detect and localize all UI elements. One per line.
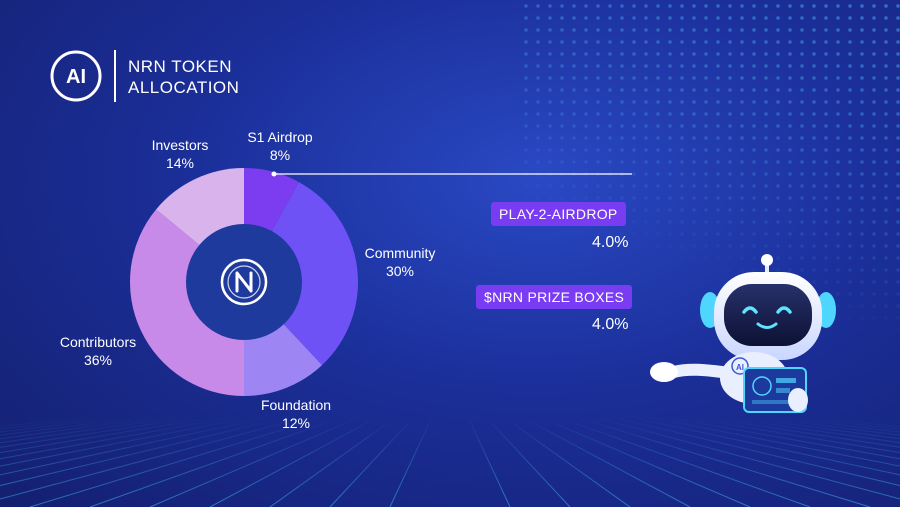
slice-label-foundation: Foundation 12% [260,397,332,431]
tag-nrn-prize-boxes: $NRN PRIZE BOXES [476,285,633,309]
page-title-line2: ALLOCATION [128,78,240,97]
slice-label-investors: Investors 14% [151,137,209,171]
value-nrn-prize-boxes: 4.0% [592,316,629,333]
nrn-coin-icon [220,258,268,306]
background-grid-floor [0,417,900,507]
background-dot-pattern [520,0,900,330]
robot-chest-text: AI [736,363,744,372]
slice-label-s1-airdrop: S1 Airdrop 8% [247,129,313,163]
brand-logo: AI [50,50,102,102]
robot-mascot-icon: AI [650,254,836,413]
page-title-line1: NRN TOKEN [128,57,233,76]
donut-slice-contributors [129,209,244,396]
tag-play-2-airdrop: PLAY-2-AIRDROP [491,202,626,226]
slice-label-contributors: Contributors 36% [59,334,137,368]
title-divider [114,50,116,102]
slice-label-community: Community 30% [364,245,436,279]
value-play-2-airdrop: 4.0% [592,234,629,251]
brand-logo-text: AI [66,66,86,88]
page-title: NRN TOKEN ALLOCATION [128,56,328,98]
